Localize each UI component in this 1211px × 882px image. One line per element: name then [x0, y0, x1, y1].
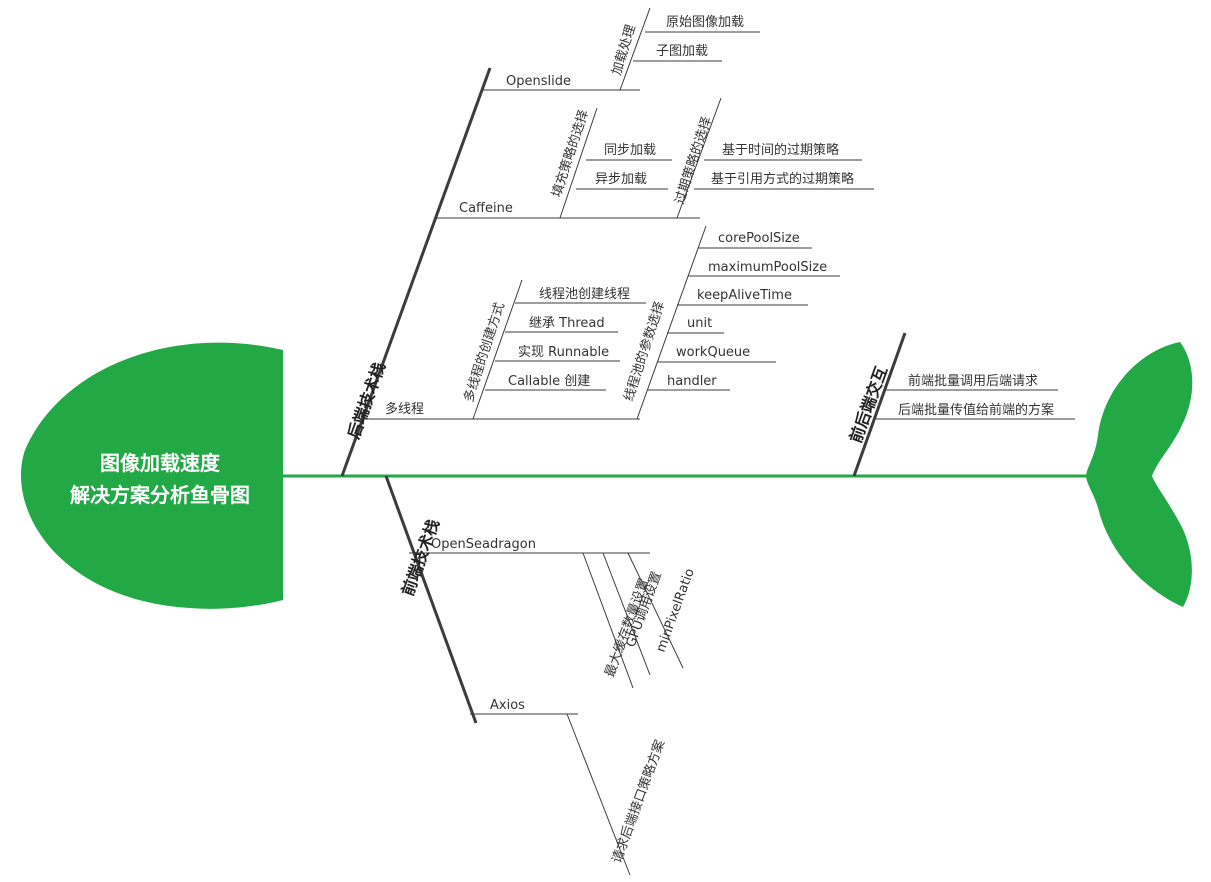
params-item-3: unit [687, 316, 712, 331]
backend-label: 后端技术栈 [344, 360, 389, 442]
expiry-item-1: 基于引用方式的过期策略 [711, 171, 854, 187]
loading-stem [619, 7, 651, 91]
loading-item-0: 原始图像加载 [666, 15, 744, 30]
axios-item-0: 请求后端接口策略方案 [609, 738, 669, 866]
params-item-4: workQueue [676, 345, 750, 360]
params-stem [636, 225, 707, 420]
expiry-strategy-stem [676, 97, 722, 219]
params-item-0: corePoolSize [718, 231, 800, 246]
backend-bone [340, 67, 492, 477]
fill-strategy-label: 填充策略的选择 [549, 108, 592, 200]
osd-item-stem-2 [627, 552, 684, 669]
openslide-label: Openslide [506, 74, 571, 89]
params-item-2: keepAliveTime [697, 288, 792, 303]
fish-tail [1086, 342, 1193, 607]
openseadragon-label: OpenSeadragon [431, 537, 536, 552]
diagram-title-line1: 图像加载速度 [100, 451, 221, 475]
interaction-bone [852, 332, 907, 477]
create-label: 多线程的创建方式 [461, 300, 508, 404]
interaction-item-1: 后端批量传值给前端的方案 [898, 402, 1054, 418]
fill-item-0: 同步加载 [604, 143, 656, 158]
expiry-item-0: 基于时间的过期策略 [722, 142, 839, 158]
diagram-title-line2: 解决方案分析鱼骨图 [70, 483, 250, 507]
interaction-item-0: 前端批量调用后端请求 [908, 373, 1038, 389]
loading-item-1: 子图加载 [656, 44, 708, 59]
params-item-5: handler [667, 374, 717, 389]
osd-item-stem-1 [602, 552, 651, 676]
fill-item-1: 异步加载 [595, 172, 647, 187]
caffeine-label: Caffeine [459, 201, 513, 216]
create-stem [472, 279, 523, 420]
frontend-bone [384, 475, 478, 724]
axios-item-stem-0 [566, 713, 631, 876]
params-item-1: maximumPoolSize [708, 260, 827, 275]
create-item-1: 继承 Thread [529, 316, 605, 331]
axios-label: Axios [490, 698, 525, 713]
threading-label: 多线程 [385, 401, 424, 417]
create-item-2: 实现 Runnable [518, 345, 609, 360]
osd-item-stem-0 [582, 552, 634, 689]
create-item-3: Callable 创建 [508, 374, 590, 389]
fish-head [21, 342, 283, 609]
fill-strategy-stem [559, 107, 598, 219]
create-item-0: 线程池创建线程 [539, 287, 630, 302]
